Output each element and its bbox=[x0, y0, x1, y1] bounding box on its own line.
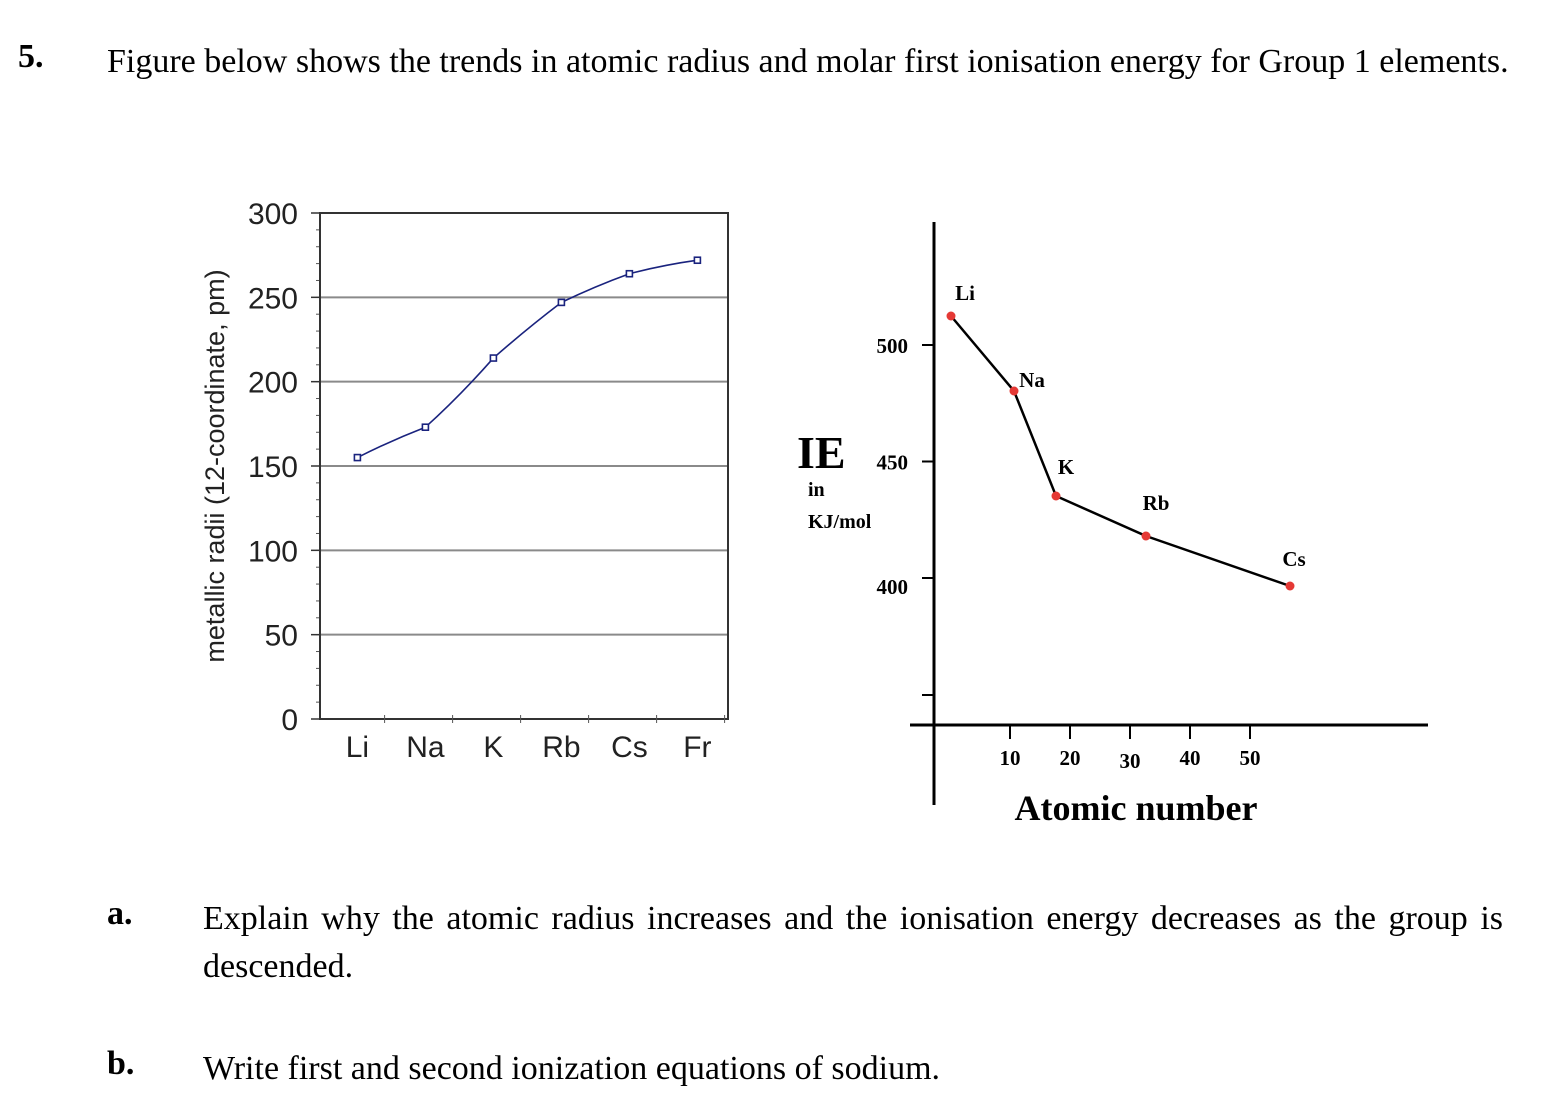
point-label: K bbox=[1058, 455, 1075, 479]
y-axis-label-sub: in bbox=[808, 479, 825, 501]
x-tick-label: Fr bbox=[683, 731, 711, 764]
y-tick-label: 100 bbox=[248, 535, 298, 568]
question-text: Figure below shows the trends in atomic … bbox=[107, 43, 1509, 80]
data-point bbox=[353, 453, 362, 462]
y-tick-label: 300 bbox=[248, 198, 298, 231]
part-a-text: Explain why the atomic radius increases … bbox=[203, 900, 1503, 985]
x-tick-label: 20 bbox=[1060, 746, 1081, 770]
series-line bbox=[950, 315, 1291, 588]
y-tick-label: 250 bbox=[248, 282, 298, 315]
x-tick-label: 30 bbox=[1120, 749, 1141, 773]
x-tick-label: Rb bbox=[542, 731, 580, 764]
point-label: Na bbox=[1019, 368, 1045, 392]
question-number: 5. bbox=[18, 38, 44, 75]
x-tick-label: 40 bbox=[1180, 746, 1201, 770]
data-point bbox=[1285, 581, 1295, 591]
part-b-text: Write first and second ionization equati… bbox=[203, 1050, 941, 1087]
y-axis-label-main: IE bbox=[797, 427, 846, 478]
y-axis-label: metallic radii (12-coordinate, pm) bbox=[200, 269, 230, 662]
point-label: Li bbox=[955, 281, 975, 305]
y-tick-label: 0 bbox=[281, 704, 298, 737]
x-tick-label: K bbox=[483, 731, 503, 764]
x-tick-label: Li bbox=[346, 731, 369, 764]
data-point bbox=[1141, 531, 1151, 541]
data-point bbox=[1051, 491, 1061, 501]
data-point bbox=[489, 354, 498, 362]
y-tick-label: 450 bbox=[877, 451, 909, 475]
y-tick-label: 150 bbox=[248, 451, 298, 484]
data-point bbox=[421, 423, 430, 432]
point-label: Cs bbox=[1282, 547, 1305, 571]
data-point bbox=[557, 298, 566, 307]
data-point bbox=[946, 311, 956, 321]
part-a-label: a. bbox=[107, 895, 133, 932]
point-label: Rb bbox=[1143, 491, 1170, 515]
y-tick-label: 400 bbox=[877, 575, 909, 599]
x-tick-label: 10 bbox=[1000, 746, 1021, 770]
x-tick-label: Na bbox=[406, 731, 445, 764]
part-b-label: b. bbox=[107, 1045, 135, 1082]
data-point bbox=[693, 256, 702, 265]
y-axis-label-sub: KJ/mol bbox=[808, 511, 872, 533]
y-tick-label: 500 bbox=[877, 334, 909, 358]
x-axis-label: Atomic number bbox=[1015, 788, 1258, 828]
data-point bbox=[1009, 386, 1019, 396]
series-line bbox=[357, 259, 698, 459]
x-tick-label: 50 bbox=[1240, 746, 1261, 770]
y-tick-label: 200 bbox=[248, 367, 298, 400]
y-tick-label: 50 bbox=[265, 620, 298, 653]
x-tick-label: Cs bbox=[611, 731, 648, 764]
data-point bbox=[625, 269, 634, 278]
